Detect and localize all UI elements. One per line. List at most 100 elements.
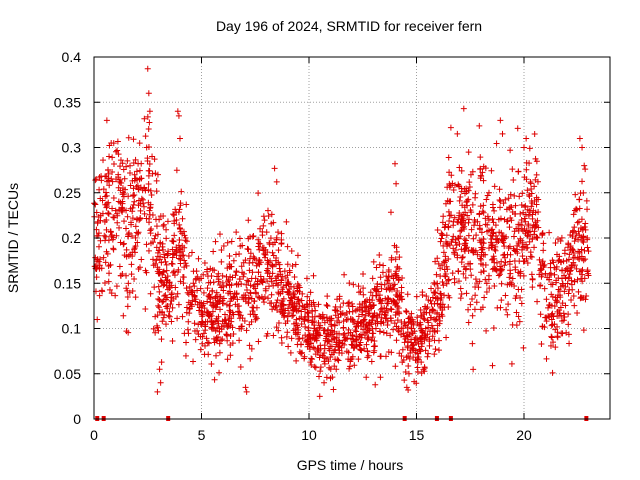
data-point — [117, 157, 124, 164]
data-point — [457, 193, 464, 200]
data-point — [566, 286, 573, 293]
data-point — [136, 167, 143, 174]
data-point — [504, 281, 511, 288]
data-point — [462, 245, 469, 252]
data-point — [511, 192, 518, 199]
data-point — [214, 317, 221, 324]
data-point — [474, 251, 481, 258]
data-point — [100, 186, 107, 193]
data-point — [510, 177, 517, 184]
data-point — [203, 335, 210, 342]
data-point — [92, 254, 99, 261]
data-point — [554, 294, 561, 301]
data-point — [408, 310, 415, 317]
data-point — [305, 324, 312, 331]
data-point — [410, 321, 417, 328]
data-point — [168, 290, 175, 297]
data-point — [398, 284, 405, 291]
data-point — [382, 309, 389, 316]
data-point — [478, 260, 485, 267]
data-point — [385, 300, 392, 307]
data-point — [228, 318, 235, 325]
data-point — [579, 278, 586, 285]
data-point — [401, 339, 408, 346]
data-point — [133, 168, 140, 175]
data-point — [254, 280, 261, 287]
data-point — [559, 280, 566, 287]
data-point — [511, 210, 518, 217]
data-point — [378, 305, 385, 312]
data-point — [562, 275, 569, 282]
data-point — [169, 237, 176, 244]
data-point — [296, 335, 303, 342]
data-point — [264, 278, 271, 285]
data-point — [135, 265, 142, 272]
data-point — [246, 260, 253, 267]
data-point — [145, 90, 152, 97]
data-point — [546, 276, 553, 283]
data-point — [321, 360, 328, 367]
data-point — [226, 288, 233, 295]
data-point — [305, 333, 312, 340]
data-point — [394, 317, 401, 324]
data-point — [382, 353, 389, 360]
data-point — [138, 160, 145, 167]
data-point — [220, 300, 227, 307]
data-point — [353, 328, 360, 335]
data-point — [534, 234, 541, 241]
data-point — [522, 202, 529, 209]
data-point — [548, 302, 555, 309]
data-point — [212, 238, 219, 245]
data-point — [146, 108, 153, 115]
data-point — [275, 327, 282, 334]
data-point — [286, 301, 293, 308]
data-point — [335, 343, 342, 350]
data-point — [112, 292, 119, 299]
data-point — [220, 287, 227, 294]
data-point — [584, 268, 591, 275]
data-point — [479, 208, 486, 215]
data-point — [420, 311, 427, 318]
data-point — [102, 233, 109, 240]
data-point — [419, 340, 426, 347]
data-point — [135, 202, 142, 209]
data-point — [519, 253, 526, 260]
data-point — [169, 261, 176, 268]
data-point — [445, 277, 452, 284]
data-point — [550, 339, 557, 346]
data-point — [469, 168, 476, 175]
data-point — [273, 299, 280, 306]
data-point — [159, 246, 166, 253]
data-point — [341, 334, 348, 341]
data-point — [488, 167, 495, 174]
data-point — [568, 277, 575, 284]
data-point — [352, 327, 359, 334]
data-point — [161, 251, 168, 258]
data-point — [207, 299, 214, 306]
data-point — [525, 221, 532, 228]
data-point — [210, 279, 217, 286]
data-point — [401, 320, 408, 327]
data-point — [145, 126, 152, 133]
data-point — [547, 264, 554, 271]
data-point — [304, 293, 311, 300]
data-point — [372, 287, 379, 294]
data-point — [540, 262, 547, 269]
data-point — [371, 337, 378, 344]
data-point — [585, 248, 592, 255]
data-point — [248, 345, 255, 352]
data-point — [350, 317, 357, 324]
data-point — [253, 256, 260, 263]
data-point — [195, 321, 202, 328]
data-point — [501, 262, 508, 269]
data-point — [480, 268, 487, 275]
data-point — [410, 341, 417, 348]
data-point — [131, 177, 138, 184]
data-point — [365, 352, 372, 359]
data-point — [101, 280, 108, 287]
data-point — [467, 266, 474, 273]
data-point — [157, 379, 164, 386]
data-point — [93, 209, 100, 216]
data-point — [293, 357, 300, 364]
